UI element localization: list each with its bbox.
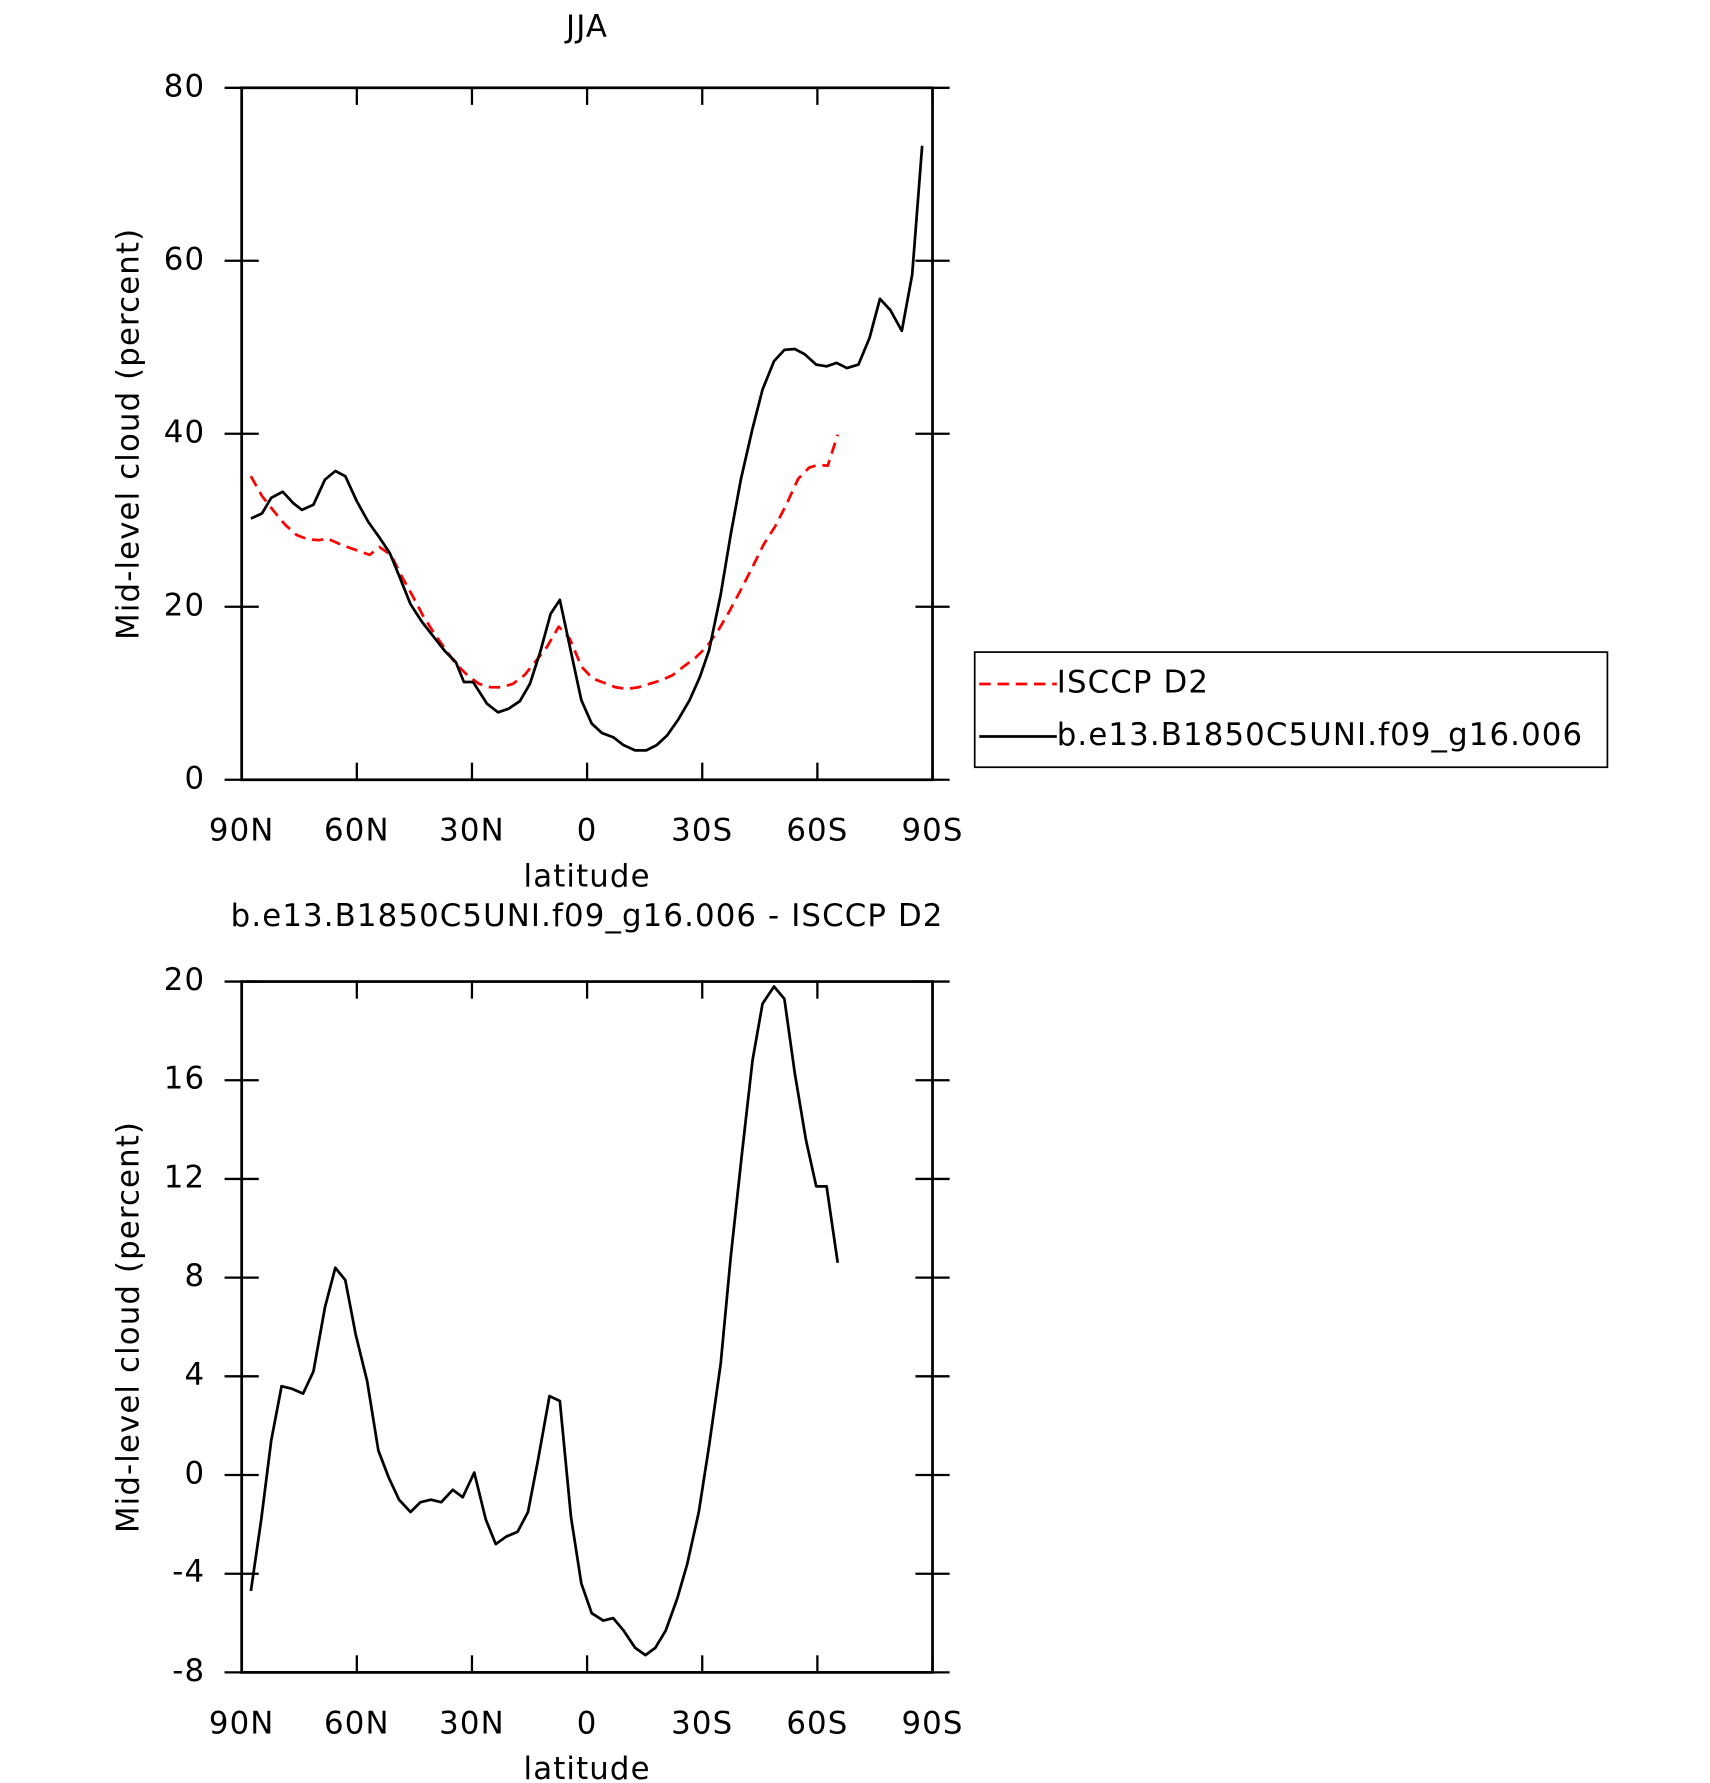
y-tick-label: -8 (172, 1653, 205, 1689)
chart-title: JJA (564, 9, 608, 45)
x-axis-label: latitude (524, 1751, 651, 1783)
x-tick-label: 0 (577, 1705, 598, 1741)
y-tick-label: 20 (164, 962, 205, 998)
legend-box (973, 651, 1609, 769)
x-tick-label: 90S (901, 1705, 963, 1741)
x-tick-label: 60S (786, 1705, 848, 1741)
x-tick-label: 60N (324, 1705, 390, 1741)
y-tick-label: 40 (164, 414, 205, 450)
y-tick-label: 0 (184, 760, 205, 796)
x-tick-label: 0 (577, 813, 598, 849)
y-tick-label: 16 (164, 1061, 205, 1097)
y-tick-label: 4 (184, 1357, 205, 1393)
data-line (249, 434, 840, 691)
y-tick-label: 12 (164, 1159, 205, 1195)
legend-label: ISCCP D2 (1057, 665, 1209, 701)
x-tick-label: 90N (209, 1705, 275, 1741)
x-tick-label: 30N (439, 813, 505, 849)
legend-label: b.e13.B1850C5UNI.f09_g16.006 (1057, 717, 1583, 753)
plot-frame (240, 86, 934, 782)
x-tick-label: 60N (324, 813, 390, 849)
plot-frame (240, 980, 934, 1674)
y-tick-label: 0 (184, 1456, 205, 1492)
y-tick-label: 20 (164, 587, 205, 623)
x-tick-label: 90S (901, 813, 963, 849)
x-tick-label: 30N (439, 1705, 505, 1741)
x-tick-label: 60S (786, 813, 848, 849)
x-axis-label: latitude (524, 858, 651, 894)
y-tick-label: -4 (172, 1554, 205, 1590)
y-tick-label: 80 (164, 68, 205, 104)
y-axis-label: Mid-level cloud (percent) (110, 228, 146, 640)
chart-title: b.e13.B1850C5UNI.f09_g16.006 - ISCCP D2 (231, 898, 944, 934)
x-tick-label: 30S (671, 1705, 733, 1741)
y-tick-label: 8 (184, 1258, 205, 1294)
x-tick-label: 30S (671, 813, 733, 849)
data-line (250, 145, 924, 752)
x-tick-label: 90N (209, 813, 275, 849)
y-axis-label: Mid-level cloud (percent) (110, 1121, 146, 1533)
y-tick-label: 60 (164, 241, 205, 277)
data-line (249, 985, 840, 1657)
